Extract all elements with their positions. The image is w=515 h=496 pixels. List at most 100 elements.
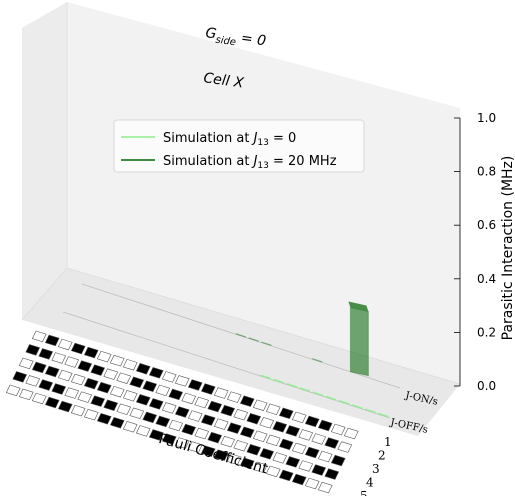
bar-top [348, 301, 369, 312]
pauli-cell [311, 464, 327, 476]
pauli-cell [187, 379, 203, 391]
pauli-cell [96, 350, 112, 363]
pauli-cell [161, 371, 177, 383]
pauli-cell [148, 429, 164, 441]
pauli-cell [83, 377, 99, 390]
pauli-cell [252, 430, 268, 443]
g-side-main: G [204, 25, 217, 42]
z-axis-label: Parasitic Interaction (MHz) [500, 156, 515, 341]
pauli-cell [51, 352, 67, 364]
floor-pane [22, 268, 460, 436]
pauli-cell [116, 372, 132, 384]
pauli-cell [64, 387, 80, 399]
pauli-cell [246, 444, 262, 456]
annotation-cell-x: Cell X [202, 70, 244, 91]
bar [338, 399, 350, 405]
pauli-cell [265, 403, 281, 416]
pauli-cell [161, 433, 177, 445]
pauli-cell [226, 453, 242, 465]
pauli-cell [233, 408, 249, 421]
pauli-cell [187, 410, 203, 422]
pauli-cell [64, 356, 80, 368]
row-baseline [62, 311, 391, 419]
z-tick-label: 0.2 [477, 325, 496, 339]
pauli-cell [213, 449, 229, 461]
pauli-cell [200, 414, 216, 426]
pauli-cell [12, 371, 28, 383]
pauli-cell [109, 385, 125, 398]
pauli-cell [25, 344, 41, 356]
pauli-cell [239, 395, 255, 407]
pauli-cell [109, 354, 125, 367]
pauli-cell [252, 399, 268, 411]
bar [352, 404, 363, 410]
pauli-cell [239, 426, 255, 438]
grid-lines [21, 2, 461, 385]
pauli-cell [194, 396, 210, 409]
bar [299, 387, 311, 393]
pauli-cell [90, 364, 106, 376]
pauli-cell [103, 399, 119, 411]
pauli-cell [304, 477, 320, 490]
pauli-cell [96, 412, 112, 425]
pauli-cell [51, 383, 67, 395]
pauli-cell [135, 425, 151, 437]
qubit-label: 5 [360, 489, 368, 496]
pauli-cell [207, 400, 223, 413]
pauli-cell [77, 391, 93, 403]
pauli-cell [278, 438, 294, 451]
pauli-cell [285, 456, 301, 468]
pauli-cell [246, 412, 262, 425]
pauli-cell [174, 437, 190, 449]
bar [273, 378, 285, 384]
pauli-cell [174, 375, 190, 387]
pauli-cell [265, 465, 281, 478]
pauli-cell [330, 423, 346, 436]
pauli-cell [31, 330, 47, 343]
pauli-cell [96, 381, 112, 394]
pauli-cell [181, 392, 197, 405]
bar [261, 341, 272, 346]
z-tick-label: 0.4 [477, 272, 496, 286]
back-left-pane [22, 2, 67, 320]
pauli-cell [304, 446, 320, 459]
row-baseline [81, 283, 401, 389]
legend-entry-j13-20: Simulation at J13 = 20 MHz [163, 154, 337, 171]
pauli-cell [181, 423, 197, 436]
bar [248, 337, 259, 342]
pauli-cell [129, 407, 145, 420]
pauli-cell [265, 434, 281, 447]
pauli-cell [31, 361, 47, 374]
z-tick-label: 0.8 [477, 165, 496, 179]
g-side-sub: side [215, 35, 237, 49]
pauli-cell [129, 376, 145, 389]
pauli-cell [135, 363, 151, 375]
pauli-cell [174, 406, 190, 418]
pauli-cell [213, 418, 229, 430]
qubit-label: 4 [366, 476, 374, 490]
pauli-cell [44, 365, 60, 378]
z-tick-label: 1.0 [477, 111, 496, 125]
pauli-cell [239, 457, 255, 470]
bar [325, 395, 337, 401]
pauli-cell [142, 380, 158, 393]
pauli-cell [259, 417, 275, 429]
pauli-cell [168, 388, 184, 401]
bar [312, 391, 324, 397]
pauli-cell [135, 394, 151, 406]
pauli-cell [207, 431, 223, 444]
pauli-cell [220, 404, 236, 417]
pauli-cell [70, 404, 86, 417]
z-axis: 0.0 0.2 0.4 0.6 0.8 1.0 Parasitic Interaction… [454, 111, 515, 393]
pauli-cell [25, 375, 41, 387]
qubit-label: 1 [384, 435, 392, 449]
pauli-cell [122, 421, 138, 433]
bar [260, 374, 271, 380]
pauli-cell [194, 427, 210, 440]
pauli-cell [304, 415, 320, 428]
pauli-cell [57, 369, 73, 382]
pauli-cell [116, 403, 132, 416]
pauli-cell [220, 435, 236, 448]
pauli-cell [148, 398, 164, 410]
